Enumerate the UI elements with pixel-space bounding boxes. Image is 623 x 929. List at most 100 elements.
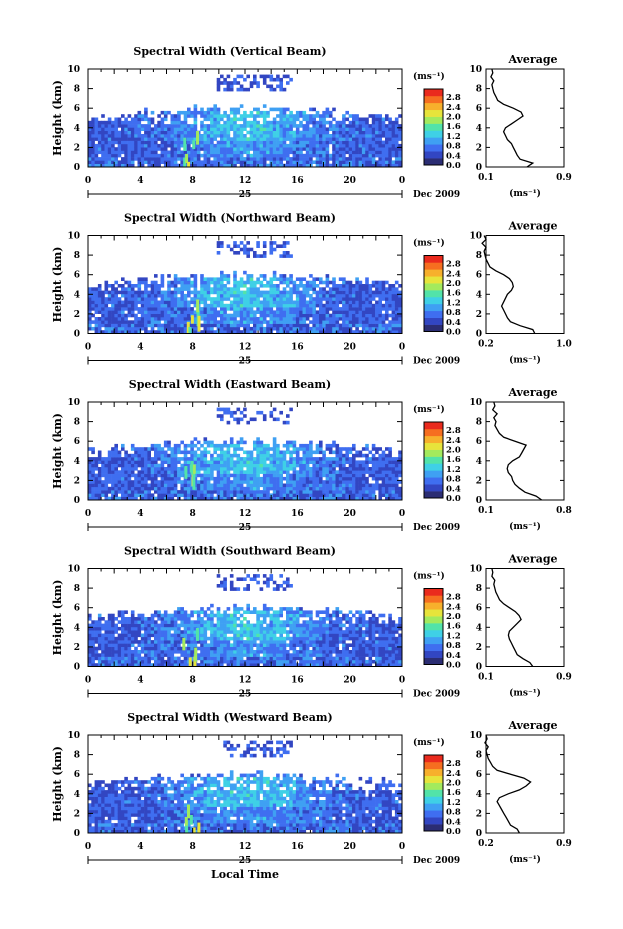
y-axis-label: Height (km) [51, 413, 64, 489]
colorbar-tick-label: 0.8 [446, 808, 461, 818]
colorbar-segment [424, 276, 443, 284]
y-tick-label: 6 [74, 604, 80, 614]
x-tick-label: 16 [291, 842, 304, 852]
y-tick-label: 0 [74, 496, 80, 506]
average-y-tick-label: 10 [469, 565, 482, 575]
colorbar-segment [424, 755, 443, 763]
panel-title: Spectral Width (Westward Beam) [127, 711, 332, 724]
colorbar-tick-label: 2.8 [446, 260, 461, 270]
colorbar-segment [424, 782, 443, 790]
colorbar-tick-label: 2.4 [446, 602, 461, 612]
date-label: 25 [239, 523, 252, 533]
heatmap [88, 74, 402, 167]
y-tick-label: 4 [74, 290, 80, 300]
x-tick-label: 16 [291, 176, 304, 186]
average-frame [485, 734, 565, 834]
x-tick-label: 0 [85, 343, 91, 353]
colorbar-segment [424, 623, 443, 631]
y-tick-label: 4 [74, 124, 80, 134]
average-y-tick-label: 2 [476, 809, 482, 819]
colorbar-tick-label: 1.6 [446, 788, 461, 798]
average-frame [485, 68, 565, 168]
panel-3: Spectral Width (Eastward Beam)0246810Hei… [51, 378, 572, 533]
colorbar-tick-label: 0.4 [446, 151, 461, 161]
x-tick-label: 20 [343, 176, 356, 186]
x-tick-label: 20 [343, 676, 356, 686]
colorbar-segment [424, 616, 443, 624]
colorbar-tick-label: 0.0 [446, 661, 461, 671]
date-label: 25 [239, 190, 252, 200]
colorbar-tick-label: 1.6 [446, 455, 461, 465]
colorbar-tick-label: 2.8 [446, 93, 461, 103]
average-x-unit: (ms⁻¹) [509, 854, 541, 865]
month-label: Dec 2009 [413, 357, 460, 367]
x-tick-label: 12 [239, 176, 252, 186]
x-tick-label: 20 [343, 842, 356, 852]
colorbar-unit: (ms⁻¹) [413, 404, 445, 415]
y-tick-label: 10 [67, 398, 80, 408]
colorbar-segment [424, 491, 443, 499]
colorbar-segment [424, 456, 443, 464]
x-tick-label: 0 [399, 676, 405, 686]
x-tick-label: 8 [190, 842, 196, 852]
average-x-tick-label: 0.2 [478, 839, 494, 849]
colorbar-segment [424, 470, 443, 478]
colorbar-unit: (ms⁻¹) [413, 737, 445, 748]
x-tick-label: 20 [343, 509, 356, 519]
colorbar-tick-label: 2.0 [446, 279, 461, 289]
x-tick-label: 8 [190, 176, 196, 186]
y-tick-label: 6 [74, 437, 80, 447]
colorbar-tick-label: 0.4 [446, 318, 461, 328]
y-tick-label: 2 [74, 476, 80, 486]
average-y-tick-label: 2 [476, 643, 482, 653]
colorbar-segment [424, 116, 443, 124]
average-y-tick-label: 0 [476, 163, 482, 173]
colorbar-segment [424, 484, 443, 492]
colorbar-tick-label: 1.6 [446, 622, 461, 632]
average-y-tick-label: 0 [476, 496, 482, 506]
x-tick-label: 0 [399, 842, 405, 852]
y-tick-label: 2 [74, 143, 80, 153]
colorbar-tick-label: 2.0 [446, 446, 461, 456]
colorbar-tick-label: 0.8 [446, 308, 461, 318]
panel-title: Spectral Width (Eastward Beam) [129, 378, 331, 391]
colorbar-tick-label: 2.4 [446, 769, 461, 779]
colorbar-tick-label: 1.2 [446, 631, 461, 641]
colorbar-segment [424, 89, 443, 97]
y-axis-label: Height (km) [51, 746, 64, 822]
average-x-tick-label: 0.1 [478, 673, 494, 683]
average-y-tick-label: 6 [476, 271, 482, 281]
colorbar-tick-label: 0.0 [446, 161, 461, 171]
y-tick-label: 0 [74, 163, 80, 173]
panel-title: Spectral Width (Vertical Beam) [133, 45, 326, 58]
x-tick-label: 12 [239, 676, 252, 686]
x-tick-label: 0 [85, 509, 91, 519]
colorbar-frame [423, 421, 444, 499]
x-tick-label: 12 [239, 509, 252, 519]
average-y-tick-label: 4 [476, 290, 482, 300]
colorbar-tick-label: 1.2 [446, 465, 461, 475]
y-tick-label: 10 [67, 232, 80, 242]
x-tick-label: 16 [291, 676, 304, 686]
colorbar-tick-label: 1.2 [446, 798, 461, 808]
y-axis-label: Height (km) [51, 580, 64, 656]
average-x-tick-label: 0.9 [556, 173, 572, 183]
colorbar-segment [424, 643, 443, 651]
average-y-tick-label: 8 [476, 751, 482, 761]
colorbar-segment [424, 137, 443, 145]
panel-title: Spectral Width (Northward Beam) [124, 212, 336, 225]
average-y-tick-label: 10 [469, 65, 482, 75]
y-tick-label: 0 [74, 829, 80, 839]
colorbar-segment [424, 435, 443, 444]
average-x-tick-label: 0.2 [478, 340, 494, 350]
heatmap [88, 740, 402, 833]
average-y-tick-label: 8 [476, 418, 482, 428]
average-y-tick-label: 4 [476, 790, 482, 800]
average-y-tick-label: 8 [476, 85, 482, 95]
colorbar-unit: (ms⁻¹) [413, 238, 445, 249]
x-axis-label: Local Time [211, 868, 279, 881]
colorbar-segment [424, 810, 443, 818]
colorbar-tick-label: 2.0 [446, 779, 461, 789]
colorbar-segment [424, 102, 443, 111]
